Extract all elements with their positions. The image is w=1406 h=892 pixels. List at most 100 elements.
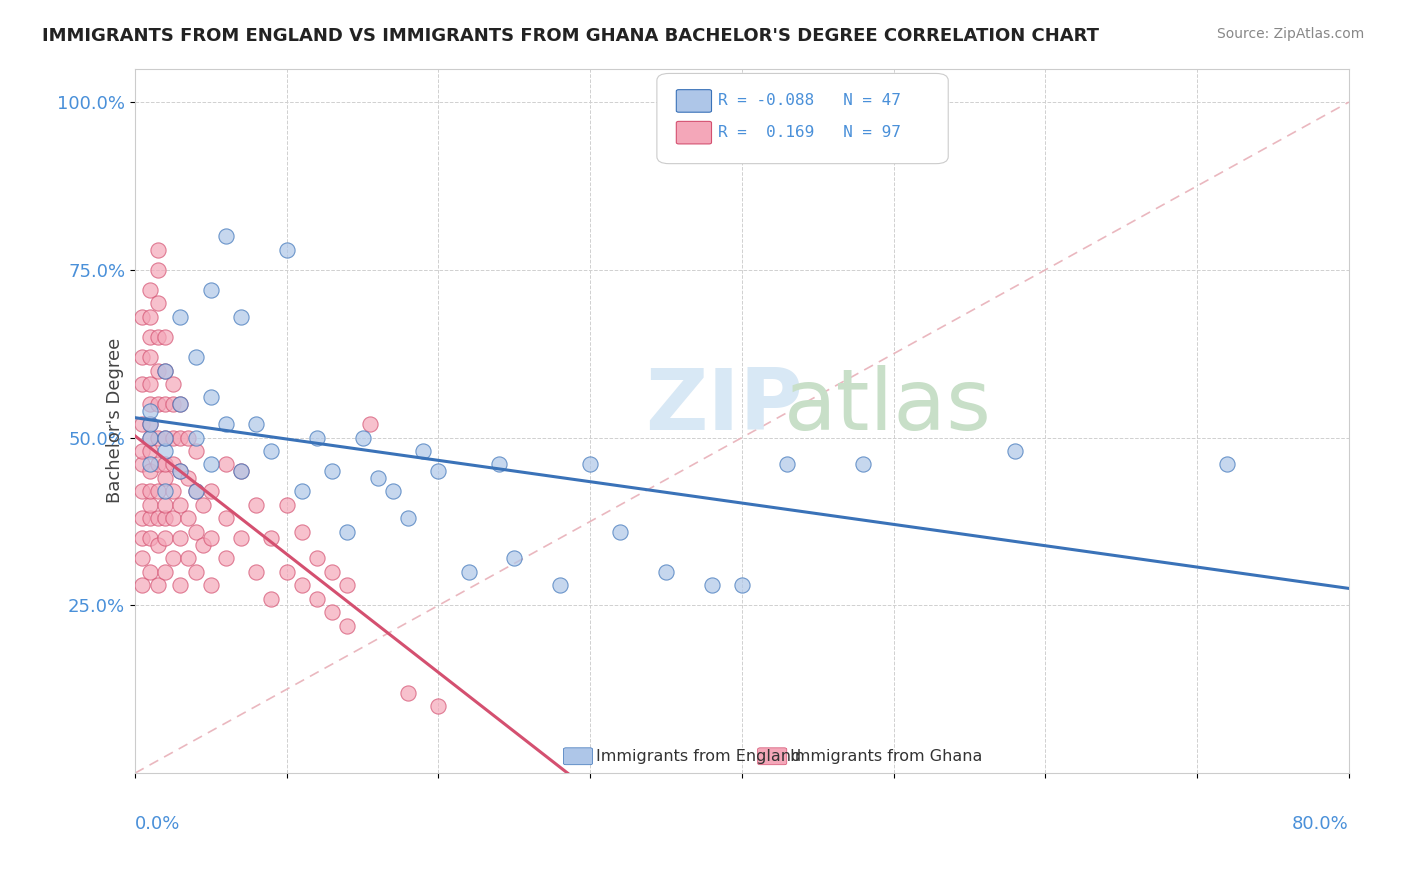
Point [155, 498, 177, 512]
Point [305, 591, 328, 606]
Point [260, 444, 283, 458]
Point [359, 417, 381, 432]
Point [609, 524, 631, 539]
Point [162, 397, 184, 411]
Point [184, 565, 207, 579]
Point [700, 578, 723, 592]
Point [184, 484, 207, 499]
Point [139, 531, 162, 545]
Point [200, 458, 222, 472]
Point [139, 397, 162, 411]
Point [169, 498, 191, 512]
Point [579, 458, 602, 472]
Point [215, 417, 238, 432]
Point [193, 538, 215, 552]
Point [291, 524, 314, 539]
Point [139, 444, 162, 458]
Point [260, 531, 283, 545]
Point [1004, 444, 1026, 458]
Point [139, 417, 162, 432]
Point [412, 444, 434, 458]
Point [169, 397, 191, 411]
Text: atlas: atlas [785, 365, 993, 449]
Point [131, 376, 153, 391]
Point [336, 578, 359, 592]
Point [146, 484, 169, 499]
Point [291, 578, 314, 592]
Point [169, 578, 191, 592]
Point [193, 498, 215, 512]
Point [155, 431, 177, 445]
FancyBboxPatch shape [758, 747, 787, 764]
Point [305, 551, 328, 566]
Point [184, 524, 207, 539]
Point [215, 229, 238, 244]
Point [488, 458, 510, 472]
Point [139, 464, 162, 478]
Point [169, 310, 191, 324]
Text: R = -0.088   N = 47: R = -0.088 N = 47 [717, 94, 900, 109]
Point [139, 310, 162, 324]
Point [427, 699, 450, 714]
Point [146, 363, 169, 377]
Point [229, 531, 252, 545]
Point [245, 565, 267, 579]
Point [169, 464, 191, 478]
Point [146, 538, 169, 552]
Point [177, 471, 200, 485]
Point [169, 464, 191, 478]
Point [131, 417, 153, 432]
Point [146, 431, 169, 445]
Point [321, 605, 343, 619]
Point [155, 511, 177, 525]
Point [139, 484, 162, 499]
Point [169, 397, 191, 411]
Point [215, 511, 238, 525]
Point [321, 565, 343, 579]
Point [131, 350, 153, 364]
Point [381, 484, 404, 499]
Point [396, 686, 419, 700]
Point [200, 578, 222, 592]
Point [131, 310, 153, 324]
Point [367, 471, 389, 485]
FancyBboxPatch shape [657, 73, 948, 163]
Point [131, 531, 153, 545]
Point [731, 578, 754, 592]
Text: IMMIGRANTS FROM ENGLAND VS IMMIGRANTS FROM GHANA BACHELOR'S DEGREE CORRELATION C: IMMIGRANTS FROM ENGLAND VS IMMIGRANTS FR… [42, 27, 1099, 45]
Point [155, 458, 177, 472]
Point [276, 565, 298, 579]
Point [131, 578, 153, 592]
Point [155, 444, 177, 458]
Point [146, 397, 169, 411]
Point [155, 531, 177, 545]
Point [184, 431, 207, 445]
Point [162, 484, 184, 499]
Point [139, 498, 162, 512]
Point [200, 484, 222, 499]
Point [215, 551, 238, 566]
Point [169, 531, 191, 545]
FancyBboxPatch shape [676, 121, 711, 144]
Point [245, 417, 267, 432]
Point [184, 350, 207, 364]
Point [200, 390, 222, 404]
Point [139, 458, 162, 472]
Point [146, 296, 169, 310]
Point [291, 484, 314, 499]
Point [139, 376, 162, 391]
Point [146, 330, 169, 344]
Point [139, 511, 162, 525]
Point [162, 458, 184, 472]
Point [139, 431, 162, 445]
Point [139, 330, 162, 344]
Point [155, 363, 177, 377]
Text: Source: ZipAtlas.com: Source: ZipAtlas.com [1216, 27, 1364, 41]
FancyBboxPatch shape [564, 747, 592, 764]
Point [457, 565, 479, 579]
Point [177, 511, 200, 525]
Text: R =  0.169   N = 97: R = 0.169 N = 97 [717, 125, 900, 140]
Text: 80.0%: 80.0% [1292, 815, 1348, 833]
Point [229, 310, 252, 324]
Text: Immigrants from England: Immigrants from England [596, 748, 801, 764]
